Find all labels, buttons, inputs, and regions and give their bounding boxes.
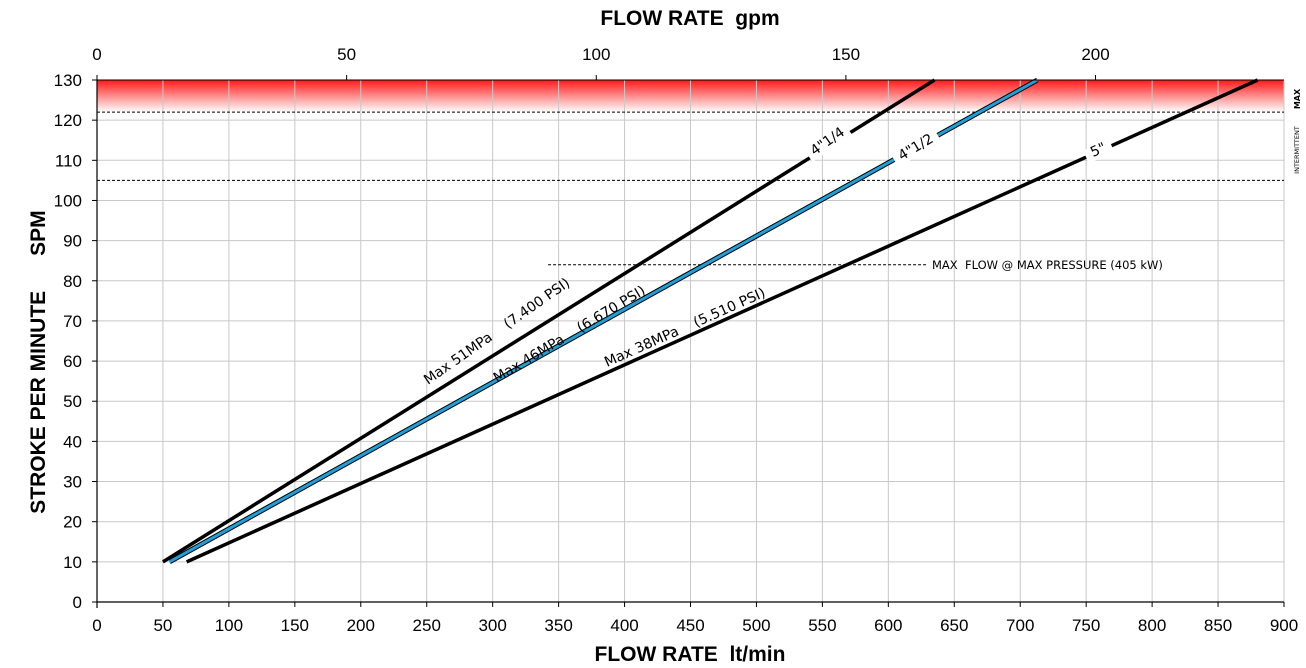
series-label-gap-0	[804, 123, 852, 163]
x-bottom-axis-title: FLOW RATE lt/min	[595, 643, 786, 666]
y-tick-label: 120	[54, 111, 82, 130]
x-bottom-tick-label: 600	[874, 616, 902, 635]
x-bottom-tick-label: 50	[153, 616, 172, 635]
x-bottom-tick-label: 300	[478, 616, 506, 635]
x-bottom-tick-label: 150	[281, 616, 309, 635]
y-tick-label: 130	[54, 71, 82, 90]
y-tick-label: 30	[63, 473, 82, 492]
series-size-label-4-1-2: 4"1/2	[896, 131, 937, 164]
x-top-tick-label: 150	[832, 45, 860, 64]
series-label-gap-2	[1083, 139, 1115, 164]
x-top-tick-label: 50	[337, 45, 356, 64]
x-bottom-tick-label: 350	[544, 616, 572, 635]
series-label-gap-1	[891, 129, 942, 168]
annotation-max-flow: MAX FLOW @ MAX PRESSURE (405 kW)	[932, 258, 1163, 272]
x-top-tick-label: 0	[92, 45, 101, 64]
y-tick-label: 40	[63, 432, 82, 451]
x-bottom-tick-label: 900	[1270, 616, 1298, 635]
x-bottom-tick-label: 650	[940, 616, 968, 635]
x-bottom-tick-label: 500	[742, 616, 770, 635]
y-tick-label: 0	[73, 593, 82, 612]
x-bottom-tick-label: 550	[808, 616, 836, 635]
x-bottom-tick-label: 800	[1138, 616, 1166, 635]
x-bottom-tick-label: 200	[347, 616, 375, 635]
y-tick-label: 70	[63, 312, 82, 331]
y-tick-label: 20	[63, 513, 82, 532]
series-line-0	[162, 78, 936, 564]
side-label-intermittent: INTERMITTENT	[1293, 126, 1301, 174]
series-size-label-5: 5"	[1088, 140, 1109, 161]
y-tick-label: 60	[63, 352, 82, 371]
series-lines	[162, 77, 1259, 565]
y-tick-label: 50	[63, 392, 82, 411]
side-label-max: MAX	[1293, 88, 1302, 109]
reference-lines	[97, 111, 1284, 266]
x-top-tick-label: 100	[582, 45, 610, 64]
x-bottom-tick-label: 700	[1006, 616, 1034, 635]
x-top-ticks: 0 50 100 150 200	[92, 45, 1110, 80]
x-bottom-tick-label: 250	[413, 616, 441, 635]
y-tick-label: 80	[63, 272, 82, 291]
series-line-2	[185, 78, 1259, 564]
y-axis-title: STROKE PER MINUTE SPM	[27, 210, 50, 513]
y-tick-label: 100	[54, 191, 82, 210]
series-size-label-4-1-4: 4"1/4	[808, 124, 848, 159]
x-bottom-tick-label: 450	[676, 616, 704, 635]
y-tick-label: 10	[63, 553, 82, 572]
x-top-tick-label: 200	[1081, 45, 1109, 64]
x-top-axis-title: FLOW RATE gpm	[600, 7, 779, 30]
y-ticks: 0 10 20 30 40 50 60 70 80 90 100 110 120 130	[54, 71, 97, 612]
x-bottom-tick-label: 850	[1204, 616, 1232, 635]
x-bottom-tick-label: 100	[215, 616, 243, 635]
x-bottom-tick-label: 750	[1072, 616, 1100, 635]
series-line-1	[168, 78, 1039, 564]
grid-lines	[97, 79, 1285, 602]
x-bottom-ticks: 0 50 100 150 200 250 300 350 400 450 500 550 600 650 7…	[92, 602, 1298, 635]
y-tick-label: 90	[63, 232, 82, 251]
y-tick-label: 110	[55, 151, 82, 170]
x-bottom-tick-label: 0	[92, 616, 101, 635]
x-bottom-tick-label: 400	[610, 616, 638, 635]
